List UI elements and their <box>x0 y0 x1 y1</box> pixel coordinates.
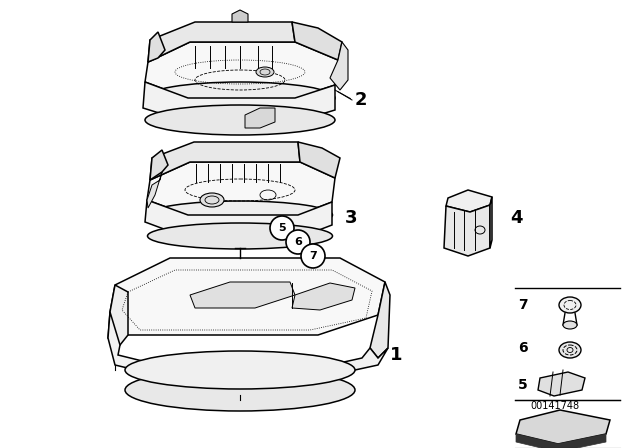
Text: 4: 4 <box>510 209 522 227</box>
Polygon shape <box>516 434 606 448</box>
Polygon shape <box>190 282 295 308</box>
Ellipse shape <box>559 297 581 313</box>
Text: 1: 1 <box>390 346 403 364</box>
Polygon shape <box>145 200 332 238</box>
Polygon shape <box>147 172 162 208</box>
Ellipse shape <box>200 193 224 207</box>
Polygon shape <box>110 258 385 335</box>
Text: 7: 7 <box>309 251 317 261</box>
Polygon shape <box>148 32 165 62</box>
Polygon shape <box>370 282 390 358</box>
Circle shape <box>270 216 294 240</box>
Ellipse shape <box>145 82 335 114</box>
Text: 3: 3 <box>345 209 358 227</box>
Polygon shape <box>245 108 275 128</box>
Polygon shape <box>145 42 338 98</box>
Circle shape <box>301 244 325 268</box>
Ellipse shape <box>147 223 333 249</box>
Polygon shape <box>446 190 492 212</box>
Text: 5: 5 <box>518 378 528 392</box>
Polygon shape <box>147 162 335 215</box>
Text: 2: 2 <box>355 91 367 109</box>
Polygon shape <box>516 410 610 444</box>
Polygon shape <box>232 10 248 22</box>
Polygon shape <box>538 372 585 396</box>
Polygon shape <box>330 42 348 90</box>
Ellipse shape <box>125 369 355 411</box>
Polygon shape <box>108 312 388 395</box>
Polygon shape <box>490 197 492 248</box>
Ellipse shape <box>563 321 577 329</box>
Polygon shape <box>148 22 295 62</box>
Text: 5: 5 <box>278 223 286 233</box>
Polygon shape <box>292 283 355 310</box>
Ellipse shape <box>147 201 333 229</box>
Text: 00141748: 00141748 <box>530 401 579 411</box>
Polygon shape <box>150 142 300 180</box>
Polygon shape <box>108 285 128 345</box>
Polygon shape <box>292 22 342 60</box>
Ellipse shape <box>559 342 581 358</box>
Polygon shape <box>298 142 340 178</box>
Polygon shape <box>444 205 490 256</box>
Circle shape <box>286 230 310 254</box>
Text: 7: 7 <box>518 298 527 312</box>
Polygon shape <box>150 150 168 180</box>
Text: 6: 6 <box>518 341 527 355</box>
Ellipse shape <box>125 351 355 389</box>
Ellipse shape <box>256 67 274 77</box>
Text: 6: 6 <box>294 237 302 247</box>
Ellipse shape <box>145 105 335 135</box>
Polygon shape <box>143 82 335 122</box>
